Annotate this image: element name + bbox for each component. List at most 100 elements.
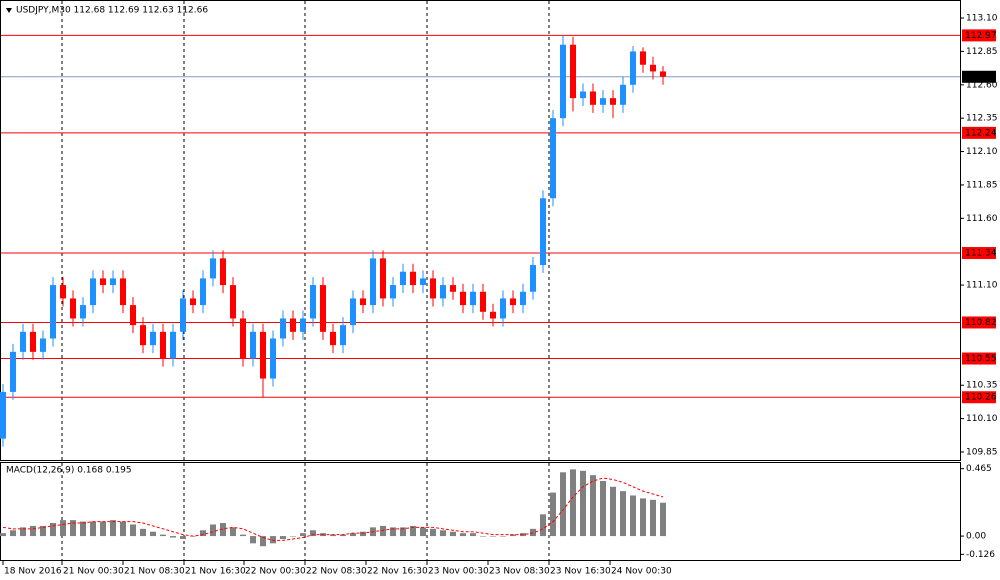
macd-bar [660,502,666,537]
macd-bar [220,523,226,537]
x-tick-label: 22 Nov 08:30 [306,567,367,577]
candle-body [510,298,516,306]
signal-line [2,477,664,541]
macd-bar [230,527,236,537]
y-tick-label: 0.465 [966,464,992,474]
y-tick-label: 109.85 [966,447,998,457]
candle-body [570,44,576,99]
level-label: 111.34 [965,249,997,259]
x-tick-label: 21 Nov 16:30 [185,567,246,577]
candle-body [370,258,376,306]
macd-bar [40,525,46,537]
candle-body [0,391,6,439]
candle-body [30,331,36,352]
macd-bar [400,527,406,537]
candle-body [660,71,666,77]
y-tick-label: 112.85 [966,47,998,57]
candle-body [220,258,226,286]
candle-body [210,258,216,279]
candle-body [200,278,206,306]
candle-body [130,305,136,326]
candle-body [350,298,356,326]
macd-bar [170,536,176,538]
candle-body [610,98,616,105]
macd-bar [380,525,386,537]
candle-body [20,331,26,352]
last-price-tag [962,70,996,83]
macd-bar [350,533,356,537]
level-tag [962,391,996,404]
macd-bar [620,491,626,537]
candle-body [10,351,16,392]
x-tick-label: 18 Nov 2016 [4,567,62,577]
macd-bar [60,520,66,537]
candle-body [650,64,656,72]
candle-body [390,285,396,299]
candle-body [420,278,426,286]
candle-body [360,298,366,306]
candle-body [190,298,196,306]
macd-bar [300,533,306,537]
candle-body [90,278,96,306]
y-tick-label: 110.35 [966,381,998,391]
macd-bar [330,534,336,537]
macd-bar [110,520,116,537]
candle-body [530,265,536,292]
candle-body [310,285,316,319]
macd-bar [280,536,286,539]
x-tick-label: 23 Nov 16:30 [550,567,611,577]
menu-arrow[interactable] [6,8,12,13]
candle-body [280,318,286,339]
macd-bar [630,495,636,537]
macd-bar [270,536,276,544]
y-tick-label: 112.10 [966,147,998,157]
candle-body [550,118,556,199]
macd-bar [560,472,566,537]
x-tick-label: 24 Nov 00:30 [611,567,672,577]
x-tick-label: 21 Nov 00:30 [63,567,124,577]
macd-bar [500,536,506,537]
candle-body [470,291,476,306]
macd-bar [200,530,206,537]
macd-bar [480,536,486,537]
macd-bar [490,536,496,537]
candle-body [560,44,566,119]
macd-bar [160,534,166,537]
last-price-label: 112.66 [965,72,997,82]
candle-body [640,51,646,65]
macd-title: MACD(12,26,9) 0.168 0.195 [6,466,132,476]
macd-bar [450,531,456,537]
macd-bar [210,524,216,537]
x-tick-label: 23 Nov 00:30 [428,567,489,577]
macd-bar [180,536,186,539]
macd-bar [340,534,346,537]
candle-body [290,318,296,332]
macd-bar [360,531,366,537]
macd-bar [10,530,16,537]
candle-body [540,198,546,266]
macd-bar [260,536,266,547]
level-tag [962,352,996,365]
level-label: 110.26 [965,393,997,403]
candle-body [170,331,176,359]
candle-body [100,278,106,286]
candle-body [410,271,416,286]
x-tick-label: 22 Nov 00:30 [245,567,306,577]
candle-body [240,318,246,359]
macd-bar [440,530,446,537]
macd-bar [640,498,646,537]
level-tag [962,29,996,42]
candle-body [250,331,256,359]
y-tick-label: 0.00 [966,532,986,542]
y-tick-label: -0.126 [966,550,995,560]
level-label: 110.82 [965,318,997,328]
candle-body [300,318,306,332]
macd-bar [100,521,106,537]
macd-bar [610,486,616,537]
macd-bar [150,531,156,537]
candle-body [620,84,626,105]
macd-bar [50,523,56,537]
macd-bar [540,514,546,537]
candle-body [400,271,406,286]
candle-body [440,285,446,299]
